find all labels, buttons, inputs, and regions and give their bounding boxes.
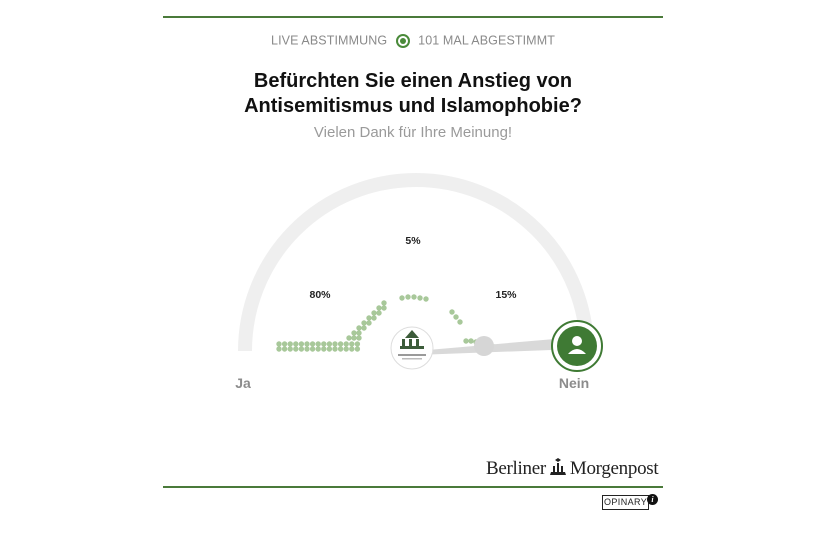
- vote-dot: [449, 309, 455, 315]
- vote-dot: [326, 341, 333, 347]
- vote-dot: [315, 346, 321, 352]
- logo-text-morgenpost: Morgenpost: [569, 458, 659, 479]
- vote-dot: [315, 341, 321, 347]
- vote-dot: [366, 320, 372, 326]
- gauge-needle: [416, 337, 578, 355]
- vote-dot: [337, 346, 344, 352]
- poll-widget: LIVE ABSTIMMUNG 101 MAL ABGESTIMMT Befürc…: [163, 16, 663, 510]
- vote-dots: [276, 294, 503, 352]
- vote-dot: [346, 335, 352, 341]
- vote-dot: [298, 341, 305, 347]
- vote-dot: [281, 341, 288, 347]
- vote-dot: [293, 346, 299, 352]
- needle-knob[interactable]: [474, 336, 494, 356]
- vote-dot: [453, 314, 459, 320]
- vote-dot: [349, 341, 355, 347]
- opinary-logo[interactable]: OPINARY: [602, 495, 650, 510]
- question-line-2: Antisemitismus und Islamophobie?: [244, 95, 582, 117]
- vote-dot: [351, 335, 357, 341]
- vote-dot: [356, 335, 362, 341]
- vote-dot: [376, 305, 382, 311]
- vote-dot: [321, 346, 327, 352]
- vote-dot: [376, 310, 382, 316]
- vote-dot: [349, 346, 355, 352]
- live-indicator-icon: [396, 33, 411, 48]
- vote-dot: [381, 305, 387, 311]
- vote-dot: [371, 310, 377, 316]
- vote-dot: [361, 320, 367, 326]
- vote-dot: [354, 341, 361, 347]
- vote-dot: [361, 325, 367, 331]
- vote-dot: [417, 295, 423, 301]
- vote-dot: [399, 295, 405, 301]
- result-nein-percent: 15%: [495, 289, 517, 301]
- bottom-divider: [163, 486, 663, 488]
- vote-dot: [287, 346, 293, 352]
- scale-label-nein: Nein: [559, 375, 589, 391]
- vote-dot: [287, 341, 293, 347]
- vote-count: 101 MAL ABGESTIMMT: [418, 33, 555, 48]
- vote-dot: [298, 346, 305, 352]
- vote-dot: [293, 341, 299, 347]
- info-icon[interactable]: i: [647, 494, 658, 505]
- vote-dot: [304, 341, 310, 347]
- vote-dot: [371, 315, 377, 321]
- vote-dot: [276, 346, 282, 352]
- vote-dot: [281, 346, 288, 352]
- logo-text-berliner: Berliner: [486, 458, 546, 479]
- opinary-text: OPINARY: [602, 495, 650, 510]
- berliner-morgenpost-logo[interactable]: Berliner Morgenpost: [486, 457, 659, 480]
- vote-dot: [304, 346, 310, 352]
- poll-status: LIVE ABSTIMMUNG 101 MAL ABGESTIMMT: [163, 33, 663, 48]
- vote-dot: [468, 338, 474, 344]
- publisher-badge-icon: [390, 326, 434, 370]
- result-ja-percent: 80%: [309, 289, 331, 301]
- vote-dot: [343, 341, 349, 347]
- vote-dot: [463, 338, 469, 344]
- vote-dot: [381, 300, 387, 306]
- vote-dot: [332, 346, 338, 352]
- gauge-track: [238, 173, 594, 352]
- vote-dot: [457, 319, 463, 325]
- vote-dot: [411, 294, 417, 300]
- vote-dot: [356, 330, 362, 336]
- vote-dot: [276, 341, 282, 347]
- poll-question: Befürchten Sie einen Anstieg von Antisem…: [203, 69, 623, 119]
- vote-dot: [366, 315, 372, 321]
- user-vote-avatar-icon[interactable]: [551, 320, 603, 372]
- vote-dot: [354, 346, 361, 352]
- vote-dot: [309, 346, 316, 352]
- vote-dot: [405, 294, 411, 300]
- vote-dot: [332, 341, 338, 347]
- vote-dot: [423, 296, 429, 302]
- result-gauge: 80% 5% 15% Ja Nein: [235, 173, 603, 391]
- vote-dot: [321, 341, 327, 347]
- top-divider: [163, 16, 663, 18]
- scale-label-ja: Ja: [235, 375, 251, 391]
- vote-dot: [351, 330, 357, 336]
- vote-dot: [356, 325, 362, 331]
- result-middle-percent: 5%: [405, 235, 421, 247]
- vote-dot: [337, 341, 344, 347]
- vote-dot: [326, 346, 333, 352]
- question-line-1: Befürchten Sie einen Anstieg von: [253, 70, 573, 92]
- vote-dot: [343, 346, 349, 352]
- live-label: LIVE ABSTIMMUNG: [271, 33, 388, 48]
- quadriga-icon: [549, 458, 566, 475]
- vote-dot: [309, 341, 316, 347]
- thanks-message: Vielen Dank für Ihre Meinung!: [313, 124, 513, 141]
